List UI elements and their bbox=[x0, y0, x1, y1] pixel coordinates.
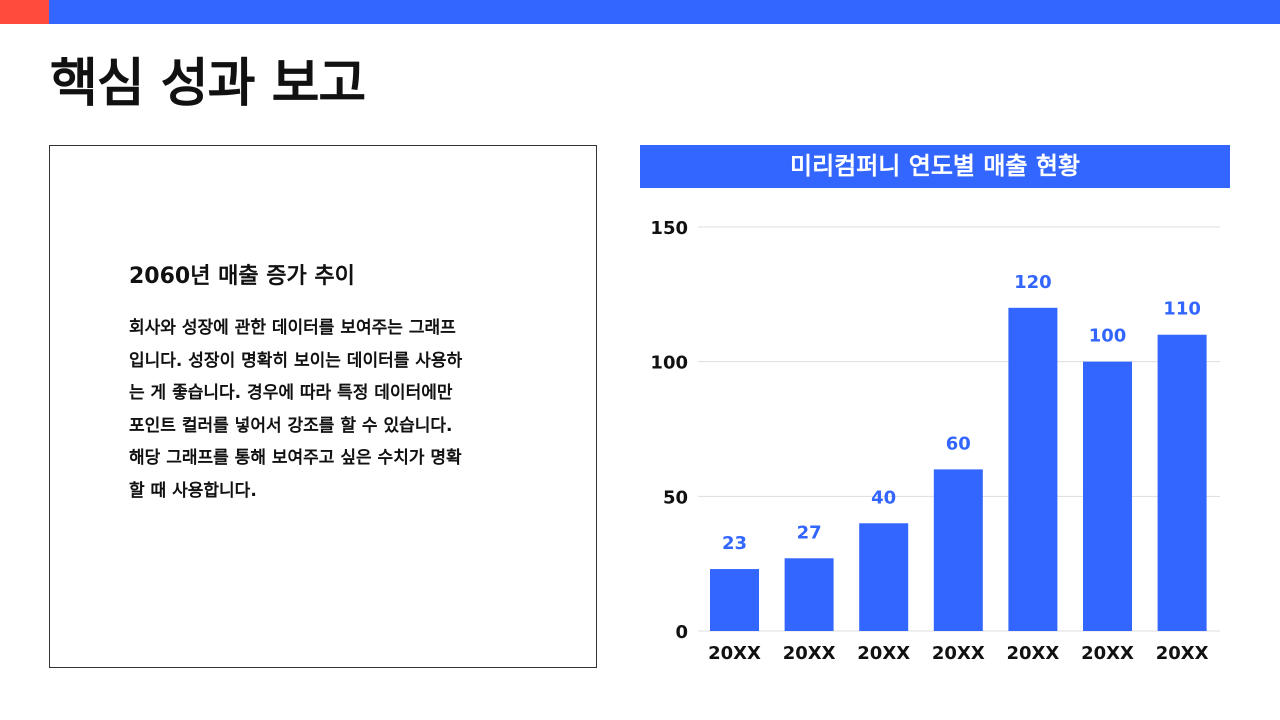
bar bbox=[710, 569, 759, 631]
bar-chart: 0 50 100 150 23 20XX 27 20XX 40 20XX 60 20XX 120 20XX… bbox=[650, 218, 1220, 664]
data-label: 100 bbox=[1089, 326, 1127, 347]
x-tick-label: 20XX bbox=[857, 643, 910, 664]
accent-strip-blue bbox=[49, 0, 1280, 24]
data-label: 40 bbox=[871, 487, 896, 508]
accent-marker-red bbox=[0, 0, 49, 24]
data-label: 120 bbox=[1014, 272, 1052, 293]
panel-body-text: 회사와 성장에 관한 데이터를 보여주는 그래프 입니다. 성장이 명확히 보이… bbox=[129, 318, 463, 501]
x-tick-label: 20XX bbox=[783, 643, 836, 664]
bar bbox=[859, 523, 909, 631]
panel-heading: 2060년 매출 증가 추이 bbox=[129, 264, 355, 289]
x-tick-label: 20XX bbox=[1081, 643, 1134, 664]
top-accent-bar bbox=[0, 0, 1280, 24]
data-label: 110 bbox=[1163, 299, 1201, 320]
chart-title: 미리컴퍼니 연도별 매출 현황 bbox=[640, 145, 1230, 188]
y-tick-label: 100 bbox=[650, 353, 688, 374]
bar bbox=[1083, 361, 1132, 631]
bar bbox=[784, 558, 834, 631]
data-label: 60 bbox=[946, 433, 971, 454]
bar bbox=[933, 469, 983, 631]
x-tick-label: 20XX bbox=[932, 643, 985, 664]
data-label: 27 bbox=[797, 522, 822, 543]
x-tick-label: 20XX bbox=[708, 643, 761, 664]
x-tick-label: 20XX bbox=[1006, 643, 1059, 664]
page-title: 핵심 성과 보고 bbox=[50, 54, 366, 114]
bar bbox=[1008, 307, 1058, 631]
data-label: 23 bbox=[722, 533, 747, 554]
y-tick-label: 50 bbox=[663, 487, 688, 508]
x-tick-label: 20XX bbox=[1156, 643, 1209, 664]
y-tick-label: 150 bbox=[650, 218, 688, 239]
description-panel: 2060년 매출 증가 추이 회사와 성장에 관한 데이터를 보여주는 그래프 … bbox=[49, 145, 597, 668]
y-tick-label: 0 bbox=[675, 622, 688, 643]
bar bbox=[1157, 334, 1207, 631]
